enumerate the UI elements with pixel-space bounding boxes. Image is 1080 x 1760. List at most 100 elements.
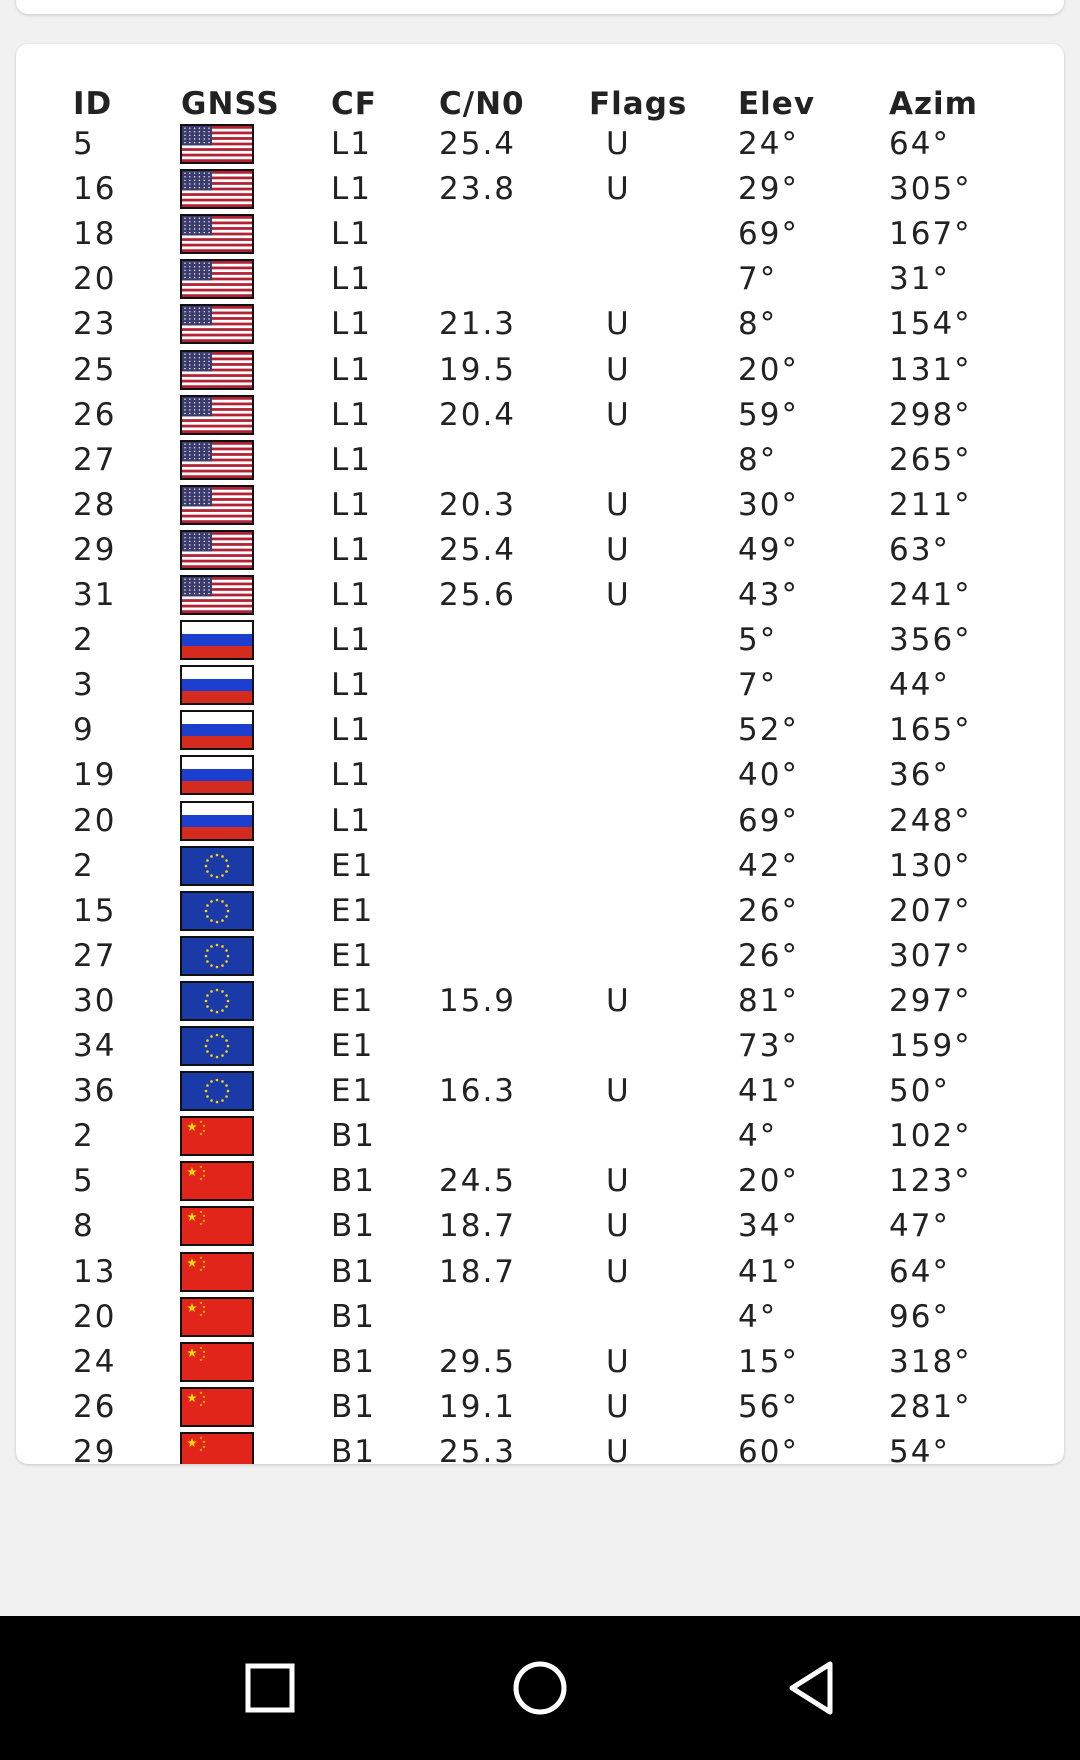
table-row: 26 L1 20.4 U 59° 298° <box>16 393 1064 438</box>
table-row: 8 B1 18.7 U 34° 47° <box>16 1204 1064 1249</box>
cell-flags: U <box>606 1163 631 1200</box>
table-row: 20 L1 69° 248° <box>16 799 1064 844</box>
header-elev: Elev <box>738 86 816 122</box>
cell-cf: B1 <box>331 1163 376 1200</box>
cell-azim: 159° <box>889 1028 972 1064</box>
cell-cf: B1 <box>331 1118 376 1155</box>
table-row: 15 E1 26° 207° <box>16 889 1064 934</box>
cell-flags: U <box>606 1343 631 1380</box>
table-row: 20 L1 7° 31° <box>16 257 1064 302</box>
cell-azim: 298° <box>889 396 972 433</box>
home-button[interactable] <box>470 1616 610 1760</box>
table-row: 5 L1 25.4 U 24° 64° <box>16 122 1064 167</box>
cell-cn0: 15.9 <box>439 982 517 1019</box>
cell-azim: 305° <box>889 171 972 208</box>
table-row: 5 B1 24.5 U 20° 123° <box>16 1159 1064 1204</box>
cell-flags: U <box>606 982 631 1019</box>
cell-elev: 8° <box>738 441 778 478</box>
cell-elev: 24° <box>738 126 799 162</box>
cell-elev: 4° <box>738 1118 778 1155</box>
cell-elev: 30° <box>738 486 799 523</box>
cell-cn0: 25.3 <box>439 1433 517 1464</box>
cell-cf: L1 <box>331 396 372 433</box>
table-row: 3 L1 7° 44° <box>16 663 1064 708</box>
china-flag-icon <box>180 1116 254 1157</box>
cell-cf: E1 <box>331 1028 375 1064</box>
table-row: 31 L1 25.6 U 43° 241° <box>16 573 1064 618</box>
table-row: 29 B1 25.3 U 60° 54° <box>16 1430 1064 1464</box>
us-flag-icon <box>180 124 254 164</box>
cell-cf: L1 <box>331 622 372 659</box>
cell-cf: B1 <box>331 1388 376 1425</box>
cell-elev: 73° <box>738 1028 799 1064</box>
cell-flags: U <box>606 1253 631 1290</box>
cell-elev: 69° <box>738 216 799 253</box>
cell-azim: 36° <box>889 757 950 794</box>
satellite-table-card: ID GNSS CF C/N0 Flags Elev Azim 5 L1 25.4 U… <box>16 44 1064 1464</box>
cell-azim: 47° <box>889 1208 950 1245</box>
cell-azim: 131° <box>889 351 972 388</box>
cell-azim: 318° <box>889 1343 972 1380</box>
table-row: 18 L1 69° 167° <box>16 212 1064 257</box>
table-header: ID GNSS CF C/N0 Flags Elev Azim <box>16 82 1064 127</box>
cell-elev: 60° <box>738 1433 799 1464</box>
cell-flags: U <box>606 396 631 433</box>
cell-flags: U <box>606 486 631 523</box>
table-row: 26 B1 19.1 U 56° 281° <box>16 1385 1064 1430</box>
cell-cn0: 19.5 <box>439 351 517 388</box>
table-row: 2 L1 5° 356° <box>16 618 1064 663</box>
cell-azim: 211° <box>889 486 972 523</box>
eu-flag-icon <box>180 1071 254 1112</box>
table-row: 16 L1 23.8 U 29° 305° <box>16 167 1064 212</box>
cell-flags: U <box>606 351 631 388</box>
cell-elev: 42° <box>738 847 799 884</box>
cell-cn0: 18.7 <box>439 1208 517 1245</box>
cell-azim: 281° <box>889 1388 972 1425</box>
back-button[interactable] <box>740 1616 880 1760</box>
cell-flags: U <box>606 1388 631 1425</box>
cell-elev: 20° <box>738 351 799 388</box>
header-gnss: GNSS <box>181 86 280 122</box>
russia-flag-icon <box>180 755 254 796</box>
cell-cf: B1 <box>331 1343 376 1380</box>
cell-id: 23 <box>73 306 117 343</box>
cell-flags: U <box>606 577 631 613</box>
cell-azim: 64° <box>889 1253 950 1290</box>
cell-id: 27 <box>73 441 117 478</box>
us-flag-icon <box>180 349 254 390</box>
cell-id: 2 <box>73 1118 95 1155</box>
cell-elev: 26° <box>738 892 799 929</box>
cell-id: 18 <box>73 216 117 253</box>
table-row: 34 E1 73° 159° <box>16 1024 1064 1069</box>
china-flag-icon <box>180 1386 254 1427</box>
header-id: ID <box>73 86 113 122</box>
cell-cn0: 18.7 <box>439 1253 517 1290</box>
table-row: 2 B1 4° 102° <box>16 1114 1064 1159</box>
table-row: 24 B1 29.5 U 15° 318° <box>16 1340 1064 1385</box>
cell-elev: 41° <box>738 1073 799 1110</box>
cell-id: 26 <box>73 396 117 433</box>
china-flag-icon <box>180 1431 254 1464</box>
eu-flag-icon <box>180 980 254 1021</box>
recents-button[interactable] <box>200 1616 340 1760</box>
table-row: 25 L1 19.5 U 20° 131° <box>16 348 1064 393</box>
eu-flag-icon <box>180 845 254 886</box>
header-flags: Flags <box>589 86 688 122</box>
navigation-bar <box>0 1616 1080 1760</box>
cell-cf: E1 <box>331 937 375 974</box>
cell-elev: 8° <box>738 306 778 343</box>
cell-cn0: 23.8 <box>439 171 517 208</box>
cell-cf: L1 <box>331 486 372 523</box>
cell-cn0: 20.3 <box>439 486 517 523</box>
cell-cn0: 21.3 <box>439 306 517 343</box>
cell-flags: U <box>606 531 631 568</box>
cell-flags: U <box>606 1433 631 1464</box>
table-row: 23 L1 21.3 U 8° 154° <box>16 302 1064 347</box>
cell-id: 25 <box>73 351 117 388</box>
us-flag-icon <box>180 304 254 345</box>
home-icon <box>513 1661 567 1715</box>
table-row: 27 E1 26° 307° <box>16 934 1064 979</box>
previous-card <box>16 0 1064 14</box>
cell-id: 2 <box>73 622 95 659</box>
header-cf: CF <box>331 86 377 122</box>
